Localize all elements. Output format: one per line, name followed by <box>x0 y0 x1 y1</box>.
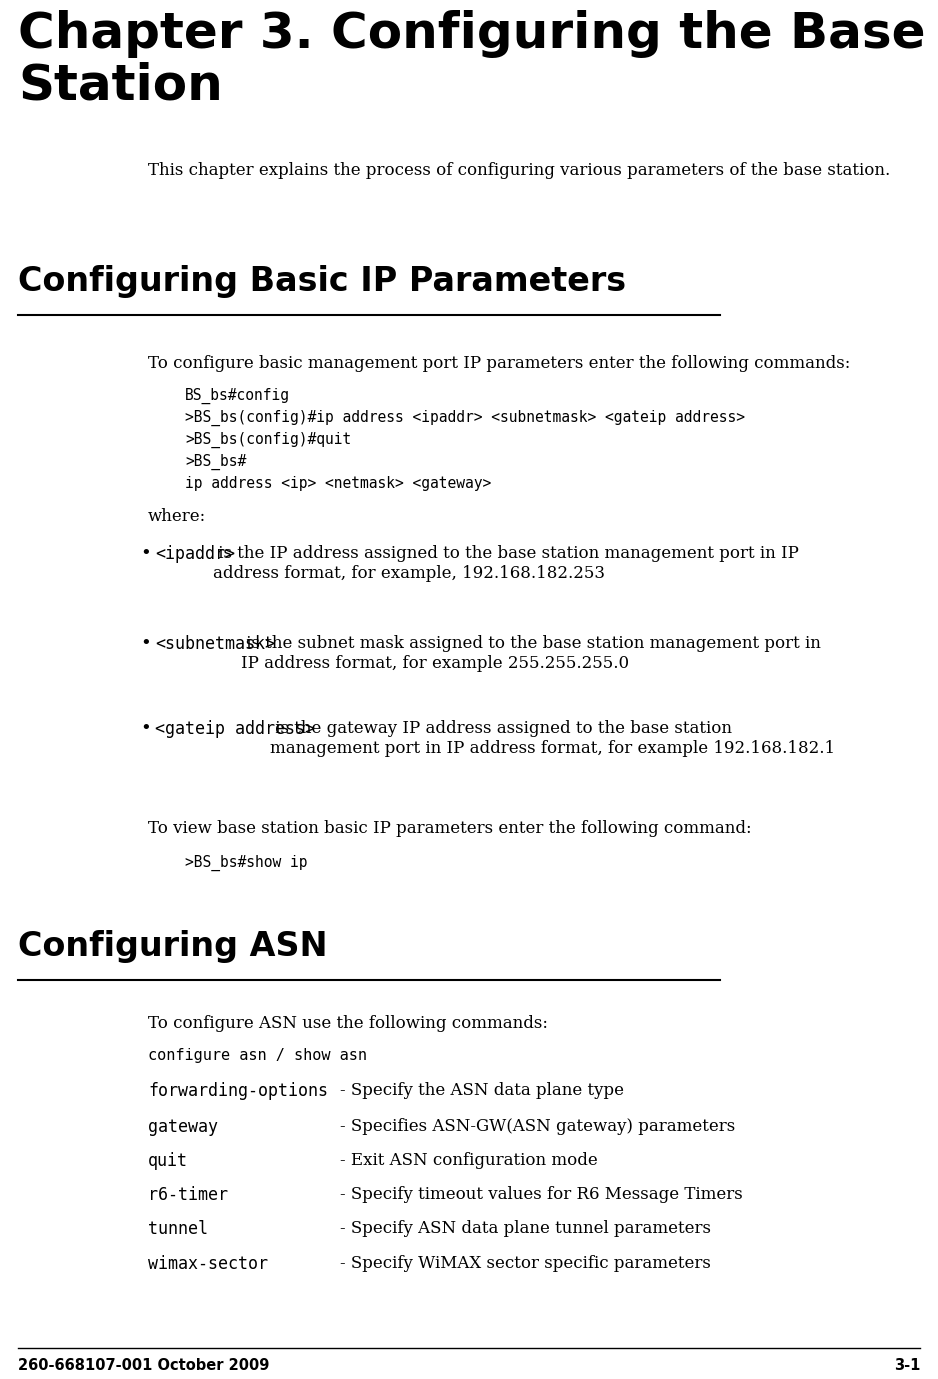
Text: gateway: gateway <box>148 1118 218 1136</box>
Text: •: • <box>140 545 151 563</box>
Text: forwarding-options: forwarding-options <box>148 1083 328 1100</box>
Text: is the IP address assigned to the base station management port in IP
address for: is the IP address assigned to the base s… <box>213 545 798 582</box>
Text: wimax-sector: wimax-sector <box>148 1255 268 1273</box>
Text: - Specify the ASN data plane type: - Specify the ASN data plane type <box>340 1083 624 1099</box>
Text: is the gateway IP address assigned to the base station
management port in IP add: is the gateway IP address assigned to th… <box>270 720 836 757</box>
Text: •: • <box>140 634 151 654</box>
Text: To configure basic management port IP parameters enter the following commands:: To configure basic management port IP pa… <box>148 354 851 372</box>
Text: - Specify ASN data plane tunnel parameters: - Specify ASN data plane tunnel paramete… <box>340 1220 711 1237</box>
Text: - Specifies ASN-GW(ASN gateway) parameters: - Specifies ASN-GW(ASN gateway) paramete… <box>340 1118 735 1135</box>
Text: configure asn / show asn: configure asn / show asn <box>148 1048 367 1063</box>
Text: Chapter 3. Configuring the Base: Chapter 3. Configuring the Base <box>18 10 926 58</box>
Text: ip address <ip> <netmask> <gateway>: ip address <ip> <netmask> <gateway> <box>185 476 492 491</box>
Text: <ipaddr>: <ipaddr> <box>155 545 235 563</box>
Text: Station: Station <box>18 62 222 110</box>
Text: - Exit ASN configuration mode: - Exit ASN configuration mode <box>340 1151 598 1169</box>
Text: where:: where: <box>148 507 206 525</box>
Text: BS_bs#config: BS_bs#config <box>185 387 290 404</box>
Text: 260-668107-001 October 2009: 260-668107-001 October 2009 <box>18 1358 269 1373</box>
Text: >BS_bs#show ip: >BS_bs#show ip <box>185 855 308 872</box>
Text: To configure ASN use the following commands:: To configure ASN use the following comma… <box>148 1015 548 1031</box>
Text: >BS_bs(config)#ip address <ipaddr> <subnetmask> <gateip address>: >BS_bs(config)#ip address <ipaddr> <subn… <box>185 410 745 426</box>
Text: tunnel: tunnel <box>148 1220 208 1238</box>
Text: is the subnet mask assigned to the base station management port in
IP address fo: is the subnet mask assigned to the base … <box>241 634 822 672</box>
Text: 3-1: 3-1 <box>894 1358 920 1373</box>
Text: Configuring Basic IP Parameters: Configuring Basic IP Parameters <box>18 265 627 298</box>
Text: r6-timer: r6-timer <box>148 1186 228 1204</box>
Text: •: • <box>140 720 151 738</box>
Text: Configuring ASN: Configuring ASN <box>18 929 327 963</box>
Text: <subnetmask>: <subnetmask> <box>155 634 275 654</box>
Text: - Specify WiMAX sector specific parameters: - Specify WiMAX sector specific paramete… <box>340 1255 711 1271</box>
Text: This chapter explains the process of configuring various parameters of the base : This chapter explains the process of con… <box>148 161 890 179</box>
Text: To view base station basic IP parameters enter the following command:: To view base station basic IP parameters… <box>148 821 751 837</box>
Text: - Specify timeout values for R6 Message Timers: - Specify timeout values for R6 Message … <box>340 1186 743 1202</box>
Text: >BS_bs(config)#quit: >BS_bs(config)#quit <box>185 432 351 448</box>
Text: quit: quit <box>148 1151 188 1169</box>
Text: <gateip address>: <gateip address> <box>155 720 315 738</box>
Text: >BS_bs#: >BS_bs# <box>185 454 247 470</box>
